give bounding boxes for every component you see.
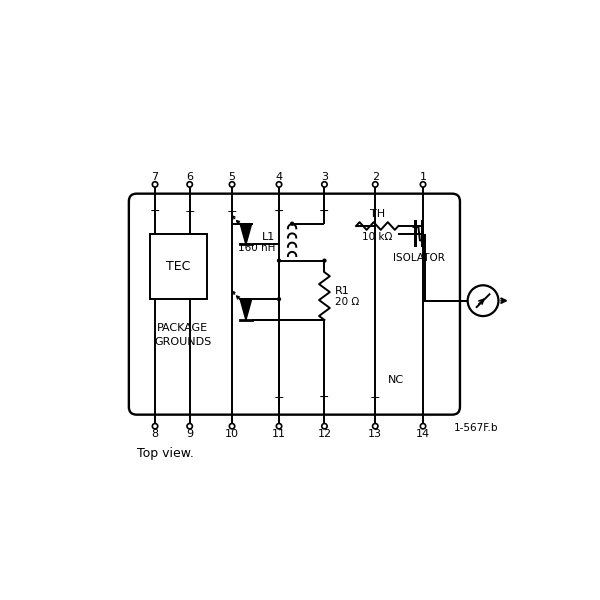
Text: −: − bbox=[319, 205, 329, 218]
Text: PACKAGE
GROUNDS: PACKAGE GROUNDS bbox=[154, 323, 211, 347]
Circle shape bbox=[322, 182, 327, 187]
Text: 7: 7 bbox=[151, 172, 158, 182]
Text: NC: NC bbox=[388, 375, 404, 385]
Text: 13: 13 bbox=[368, 429, 382, 439]
Text: 14: 14 bbox=[416, 429, 430, 439]
Text: 160 nH: 160 nH bbox=[238, 244, 275, 253]
Circle shape bbox=[277, 424, 282, 429]
Circle shape bbox=[229, 182, 235, 187]
Circle shape bbox=[152, 424, 158, 429]
Bar bbox=[149, 234, 208, 299]
Circle shape bbox=[277, 182, 282, 187]
Text: L1: L1 bbox=[262, 232, 275, 242]
Circle shape bbox=[277, 259, 281, 263]
Circle shape bbox=[467, 285, 499, 316]
Text: +: + bbox=[274, 391, 284, 404]
Circle shape bbox=[421, 424, 425, 429]
Polygon shape bbox=[240, 299, 251, 320]
Circle shape bbox=[290, 221, 294, 226]
Circle shape bbox=[187, 424, 193, 429]
Text: +: + bbox=[184, 205, 195, 218]
Circle shape bbox=[229, 424, 235, 429]
Circle shape bbox=[322, 259, 326, 263]
Text: TEC: TEC bbox=[166, 260, 191, 273]
Text: 3: 3 bbox=[321, 172, 328, 182]
Text: 8: 8 bbox=[151, 429, 158, 439]
Polygon shape bbox=[240, 224, 251, 244]
Text: 9: 9 bbox=[186, 429, 193, 439]
Circle shape bbox=[373, 424, 378, 429]
Text: +: + bbox=[370, 391, 380, 404]
Text: 10: 10 bbox=[225, 429, 239, 439]
Text: Top view.: Top view. bbox=[137, 446, 193, 460]
Text: 1-567F.b: 1-567F.b bbox=[454, 423, 499, 433]
Circle shape bbox=[373, 182, 378, 187]
Text: −: − bbox=[319, 391, 329, 404]
Text: 6: 6 bbox=[186, 172, 193, 182]
Text: TH: TH bbox=[370, 209, 385, 220]
Text: 11: 11 bbox=[272, 429, 286, 439]
Text: 1: 1 bbox=[419, 172, 427, 182]
Text: ISOLATOR: ISOLATOR bbox=[393, 253, 445, 263]
Bar bbox=[414, 220, 417, 247]
Circle shape bbox=[187, 182, 193, 187]
Text: 10 kΩ: 10 kΩ bbox=[362, 232, 392, 242]
Circle shape bbox=[421, 182, 425, 187]
Circle shape bbox=[152, 182, 158, 187]
Text: 12: 12 bbox=[317, 429, 332, 439]
Text: −: − bbox=[274, 205, 284, 218]
Text: 20 Ω: 20 Ω bbox=[335, 297, 359, 307]
FancyBboxPatch shape bbox=[129, 194, 460, 415]
Text: 2: 2 bbox=[371, 172, 379, 182]
Text: 4: 4 bbox=[275, 172, 283, 182]
Text: −: − bbox=[150, 205, 160, 218]
Text: R1: R1 bbox=[335, 286, 350, 296]
Text: +: + bbox=[227, 205, 238, 218]
Circle shape bbox=[322, 424, 327, 429]
Bar bbox=[421, 220, 424, 247]
Circle shape bbox=[277, 297, 281, 301]
Text: 5: 5 bbox=[229, 172, 236, 182]
